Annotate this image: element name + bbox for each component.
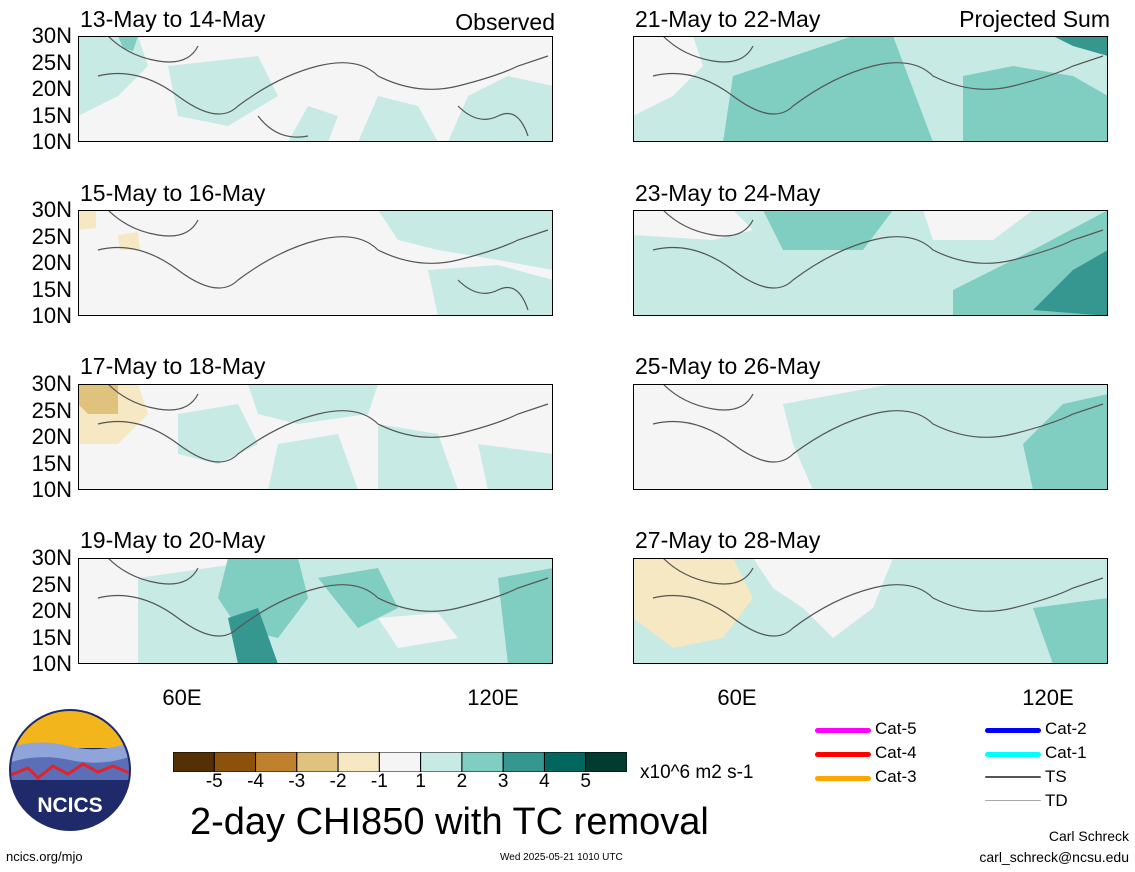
- lat-label: 20N: [31, 598, 72, 623]
- colorbar-swatch: [461, 752, 504, 772]
- legend-swatch: [985, 728, 1041, 733]
- lon-label-60e-right: 60E: [717, 685, 757, 710]
- legend-label: Cat-2: [1045, 719, 1087, 738]
- legend-label: TS: [1045, 767, 1067, 786]
- footer-email: carl_schreck@ncsu.edu: [979, 849, 1129, 865]
- colorbar-tick-label: -5: [205, 771, 223, 792]
- legend-swatch: [985, 800, 1041, 801]
- panel-tag: Projected Sum: [959, 6, 1110, 32]
- panel-title: 25-May to 26-May: [635, 353, 821, 379]
- map-panel-8: [633, 558, 1108, 664]
- lat-label: 25N: [31, 571, 72, 597]
- lat-label: 15N: [31, 102, 72, 128]
- footer-author: Carl Schreck: [1048, 828, 1129, 844]
- panel-title: 21-May to 22-May: [635, 6, 821, 32]
- map-panel-4: [78, 558, 553, 664]
- panel-title: 17-May to 18-May: [80, 353, 266, 379]
- colorbar-tick-label: -1: [370, 771, 388, 792]
- lat-label: 10N: [31, 477, 72, 502]
- colorbar-tick-label: 4: [539, 771, 550, 792]
- legend-swatch: [815, 776, 871, 781]
- lat-label: 15N: [31, 450, 72, 476]
- lat-label: 20N: [31, 76, 72, 101]
- colorbar-tick-label: -2: [329, 771, 347, 792]
- panel-title: 23-May to 24-May: [635, 180, 821, 206]
- panel-title: 13-May to 14-May: [80, 6, 266, 32]
- lat-label: 30N: [31, 371, 72, 396]
- lon-label-60e-left: 60E: [162, 685, 202, 710]
- panel-title: 15-May to 16-May: [80, 180, 266, 206]
- legend-swatch: [985, 752, 1041, 757]
- lat-label: 25N: [31, 397, 72, 423]
- legend-swatch: [815, 728, 871, 733]
- colorbar-swatch: [378, 752, 422, 772]
- lat-label: 25N: [31, 49, 72, 75]
- panel-tag: Observed: [455, 9, 555, 35]
- lon-label-120e-left: 120E: [467, 685, 519, 710]
- logo-text: NCICS: [37, 794, 102, 817]
- colorbar-tick-label: 3: [497, 771, 509, 792]
- lon-label-120e-right: 120E: [1022, 685, 1074, 710]
- colorbar-swatch: [502, 752, 545, 772]
- map-panel-2: [78, 210, 553, 316]
- colorbar-tick-label: -4: [247, 771, 264, 792]
- colorbar-swatch: [255, 752, 298, 772]
- lat-label: 10N: [31, 651, 72, 676]
- colorbar-swatch: [213, 752, 257, 772]
- map-panel-6: [633, 210, 1108, 316]
- colorbar-tick-label: 1: [415, 771, 426, 792]
- legend-label: Cat-5: [875, 719, 917, 738]
- panel-title: 27-May to 28-May: [635, 527, 821, 553]
- colorbar-tick-label: 5: [580, 771, 591, 792]
- colorbar-tick-label: 2: [456, 771, 468, 792]
- main-title: 2-day CHI850 with TC removal: [190, 801, 709, 843]
- footer-timestamp: Wed 2025-05-21 1010 UTC: [500, 852, 623, 863]
- lat-label: 15N: [31, 276, 72, 302]
- lat-label: 20N: [31, 250, 72, 275]
- legend-label: Cat-3: [875, 767, 917, 786]
- lat-label: 15N: [31, 624, 72, 650]
- lat-label: 30N: [31, 197, 72, 222]
- colorbar-swatch: [173, 752, 215, 772]
- footer-url: ncics.org/mjo: [6, 849, 83, 864]
- legend-swatch: [815, 752, 871, 757]
- colorbar-swatch: [585, 752, 627, 772]
- map-panel-1: [78, 36, 553, 142]
- legend-label: Cat-1: [1045, 743, 1087, 762]
- lat-label: 30N: [31, 23, 72, 48]
- legend-swatch: [985, 776, 1041, 778]
- lat-label: 10N: [31, 303, 72, 328]
- panel-title: 19-May to 20-May: [80, 527, 266, 553]
- colorbar-tick-label: -3: [288, 771, 306, 792]
- ncics-logo: NCICS: [9, 709, 131, 831]
- lat-label: 10N: [31, 129, 72, 154]
- colorbar: [173, 752, 627, 772]
- colorbar-swatch: [543, 752, 587, 772]
- map-panel-5: [633, 36, 1108, 142]
- colorbar-swatch: [420, 752, 463, 772]
- map-panel-7: [633, 384, 1108, 490]
- lat-label: 30N: [31, 545, 72, 570]
- colorbar-swatch: [296, 752, 339, 772]
- legend-label: TD: [1045, 791, 1068, 810]
- colorbar-units: x10^6 m2 s-1: [640, 762, 754, 783]
- map-panel-3: [78, 384, 553, 490]
- lat-label: 25N: [31, 223, 72, 249]
- colorbar-swatch: [337, 752, 380, 772]
- lat-label: 20N: [31, 424, 72, 449]
- legend-label: Cat-4: [875, 743, 917, 762]
